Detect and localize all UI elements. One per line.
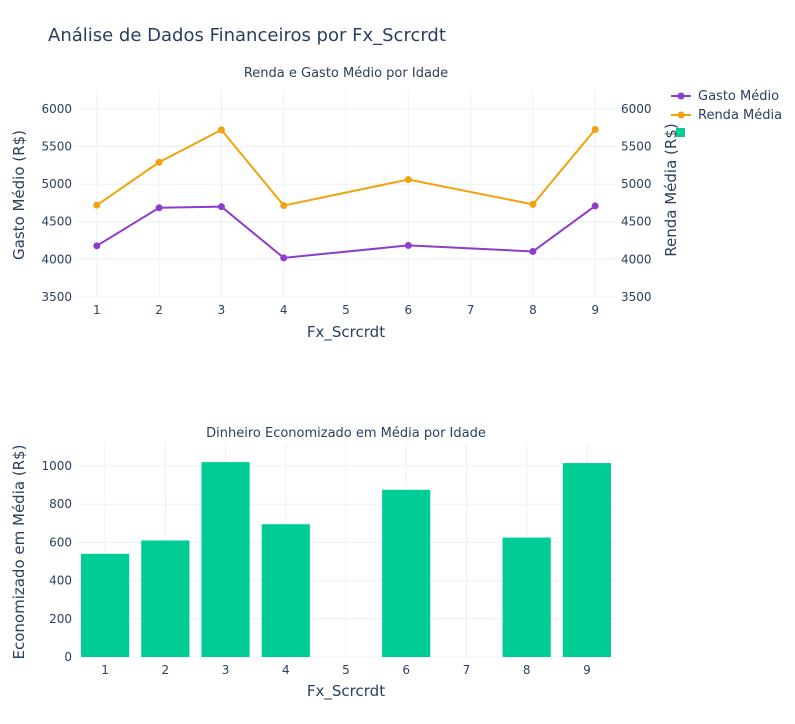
legend-swatch-marker	[677, 92, 685, 100]
bottom-x-axis-label: Fx_Scrcrdt	[307, 682, 385, 701]
series-point-1	[93, 201, 101, 209]
legend-label: Gasto Médio	[698, 89, 779, 104]
x-tick-label: 5	[342, 303, 350, 317]
series-point-1	[217, 126, 225, 134]
bar	[201, 462, 250, 657]
bar	[562, 463, 611, 657]
y-tick-label: 1000	[41, 459, 72, 473]
top-y-axis-label: Gasto Médio (R$)	[10, 130, 28, 260]
series-point-0	[404, 241, 412, 249]
x-tick-label: 2	[155, 303, 163, 317]
top-x-axis-ticks: 1 2 3 4 5 6 7 8 9	[93, 303, 599, 317]
x-tick-label: 7	[467, 303, 475, 317]
top-chart-series	[93, 126, 599, 262]
legend[interactable]: Gasto Médio Renda Média	[671, 89, 782, 137]
bar	[81, 553, 130, 657]
top-y-axis-ticks: 3500 4000 4500 5000 5500 6000	[41, 102, 72, 304]
y-tick-label: 6000	[41, 102, 72, 116]
legend-label: Renda Média	[698, 108, 782, 123]
y2-tick-label: 4000	[621, 252, 652, 266]
y-tick-label: 4500	[41, 215, 72, 229]
bar	[261, 524, 310, 657]
series-point-0	[93, 242, 101, 250]
x-tick-label: 8	[523, 663, 531, 677]
top-y2-axis-label: Renda Média (R$)	[662, 123, 680, 256]
y-tick-label: 3500	[41, 290, 72, 304]
x-tick-label: 7	[463, 663, 471, 677]
y2-tick-label: 5000	[621, 177, 652, 191]
top-chart-grid	[75, 90, 617, 298]
x-tick-label: 4	[282, 663, 290, 677]
series-point-0	[217, 203, 225, 211]
y2-tick-label: 3500	[621, 290, 652, 304]
legend-bar-swatch[interactable]	[676, 128, 685, 137]
legend-swatch-marker	[677, 111, 685, 119]
y-tick-label: 5000	[41, 177, 72, 191]
figure-title: Análise de Dados Financeiros por Fx_Scrc…	[48, 25, 446, 46]
legend-item-gasto[interactable]: Gasto Médio	[671, 89, 779, 104]
top-y2-axis-ticks: 3500 4000 4500 5000 5500 6000	[621, 102, 652, 304]
series-point-0	[280, 254, 288, 262]
y-tick-label: 0	[64, 650, 72, 664]
x-tick-label: 2	[162, 663, 170, 677]
y-tick-label: 800	[49, 497, 72, 511]
x-tick-label: 9	[583, 663, 591, 677]
y-tick-label: 400	[49, 574, 72, 588]
bottom-chart-title: Dinheiro Economizado em Média por Idade	[206, 426, 486, 441]
x-tick-label: 1	[93, 303, 101, 317]
bottom-chart-bars	[81, 462, 611, 657]
series-point-1	[280, 202, 288, 210]
series-point-1	[529, 200, 537, 208]
x-tick-label: 9	[591, 303, 599, 317]
y-tick-label: 5500	[41, 139, 72, 153]
y-tick-label: 600	[49, 535, 72, 549]
x-tick-label: 1	[101, 663, 109, 677]
series-point-1	[591, 126, 599, 134]
x-tick-label: 6	[404, 303, 412, 317]
bar	[502, 537, 551, 657]
bar	[141, 540, 190, 657]
bottom-x-axis-ticks: 1 2 3 4 5 6 7 8 9	[101, 663, 590, 677]
series-point-1	[404, 176, 412, 184]
y-tick-label: 200	[49, 612, 72, 626]
legend-item-renda[interactable]: Renda Média	[671, 108, 782, 123]
y2-tick-label: 6000	[621, 102, 652, 116]
x-tick-label: 4	[280, 303, 288, 317]
bar	[382, 489, 431, 657]
x-tick-label: 8	[529, 303, 537, 317]
series-point-1	[155, 158, 163, 166]
series-point-0	[529, 247, 537, 255]
bottom-y-axis-label: Economizado em Média (R$)	[10, 445, 28, 660]
series-point-0	[591, 202, 599, 210]
y2-tick-label: 4500	[621, 215, 652, 229]
x-tick-label: 6	[402, 663, 410, 677]
bottom-y-axis-ticks: 0 200 400 600 800 1000	[41, 459, 72, 664]
y-tick-label: 4000	[41, 252, 72, 266]
x-tick-label: 3	[222, 663, 230, 677]
series-point-0	[155, 204, 163, 212]
y2-tick-label: 5500	[621, 139, 652, 153]
top-x-axis-label: Fx_Scrcrdt	[307, 323, 385, 342]
x-tick-label: 5	[342, 663, 350, 677]
top-chart-title: Renda e Gasto Médio por Idade	[244, 66, 448, 81]
x-tick-label: 3	[218, 303, 226, 317]
